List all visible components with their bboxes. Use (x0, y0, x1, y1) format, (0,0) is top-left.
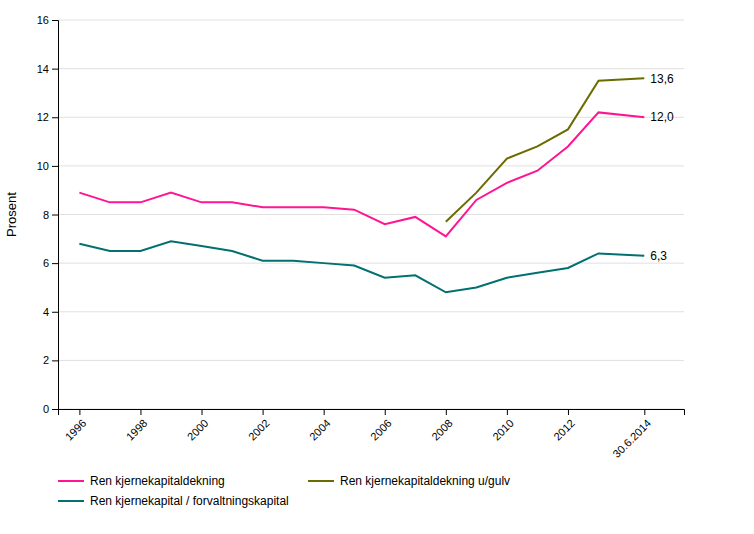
legend-item: Ren kjernekapitaldekning (58, 474, 225, 488)
y-tick: 8 (43, 209, 58, 221)
y-tick: 12 (37, 111, 58, 123)
x-tick-mark (140, 409, 141, 415)
grid-line (58, 117, 684, 118)
data-label: 13,6 (650, 72, 674, 86)
x-tick: 2010 (490, 409, 516, 443)
x-tick: 2006 (368, 409, 394, 443)
y-tick: 0 (43, 403, 58, 415)
x-tick: 1998 (124, 409, 150, 443)
y-tick-mark (52, 263, 58, 264)
grid-line (58, 68, 684, 69)
grid-line (58, 20, 684, 21)
x-tick: 2002 (246, 409, 272, 443)
x-axis: 1996 1998 2000 2002 2004 2006 2008 2010 2012 30.6… (59, 409, 685, 460)
lines (79, 78, 644, 292)
y-tick: 2 (43, 354, 58, 366)
y-tick-mark (52, 166, 58, 167)
legend: Ren kjernekapitaldekning Ren kjernekapita… (58, 474, 510, 508)
y-axis-line (52, 21, 59, 410)
x-tick-label: 1996 (63, 417, 89, 443)
y-tick: 16 (37, 14, 58, 26)
legend-label: Ren kjernekapitaldekning (90, 474, 225, 488)
x-tick-mark (446, 409, 447, 415)
y-tick-label: 14 (37, 63, 49, 75)
y-tick-mark (52, 215, 58, 216)
y-tick-label: 2 (43, 354, 49, 366)
y-tick-mark (52, 69, 58, 70)
x-tick-mark (324, 409, 325, 415)
grid-line (58, 263, 684, 264)
y-tick: 10 (37, 160, 58, 172)
series-line (446, 78, 644, 221)
y-axis: 0 2 4 6 8 10 12 14 16 (37, 14, 59, 415)
grid (58, 20, 684, 409)
y-tick-label: 10 (37, 160, 49, 172)
data-label: 6,3 (650, 249, 667, 263)
y-tick-mark (52, 312, 58, 313)
x-tick: 2000 (185, 409, 211, 443)
y-axis-title: Prosent (4, 192, 19, 237)
data-labels: 12,0 13,6 6,3 (650, 72, 674, 263)
y-tick-label: 12 (37, 111, 49, 123)
grid-line (58, 360, 684, 361)
y-tick-mark (52, 360, 58, 361)
x-tick: 1996 (63, 409, 89, 443)
y-tick-label: 0 (43, 403, 49, 415)
plot: 19961998200020022004200620082010201230.6… (37, 14, 685, 460)
x-tick-mark (644, 409, 645, 415)
y-tick: 6 (43, 257, 58, 269)
legend-label: Ren kjernekapital / forvaltningskapital (90, 494, 289, 508)
y-tick-label: 6 (43, 257, 49, 269)
x-tick-label: 1998 (124, 417, 150, 443)
x-tick-label: 2006 (368, 417, 394, 443)
x-tick-label: 2002 (246, 417, 272, 443)
y-tick-mark (52, 409, 58, 410)
grid-line (58, 311, 684, 312)
x-tick-mark (507, 409, 508, 415)
x-tick-label: 30.6.2014 (610, 417, 653, 460)
legend-swatch (308, 480, 334, 482)
x-axis-line (59, 410, 685, 416)
y-tick-label: 16 (37, 14, 49, 26)
x-tick-mark (202, 409, 203, 415)
data-label: 12,0 (650, 110, 674, 124)
x-tick: 2012 (551, 409, 577, 443)
x-tick-label: 2010 (490, 417, 516, 443)
x-tick-mark (79, 409, 80, 415)
x-tick-mark (263, 409, 264, 415)
grid-line (58, 165, 684, 166)
grid-line (58, 214, 684, 215)
y-tick-label: 4 (43, 306, 49, 318)
legend-swatch (58, 500, 84, 502)
legend-item: Ren kjernekapital / forvaltningskapital (58, 494, 289, 508)
series-line (79, 241, 644, 292)
x-tick-label: 2004 (307, 417, 333, 443)
y-tick-label: 8 (43, 209, 49, 221)
y-tick: 14 (37, 63, 58, 75)
x-tick: 2008 (429, 409, 455, 443)
x-tick: 2004 (307, 409, 333, 443)
y-tick: 4 (43, 306, 58, 318)
x-tick-label: 2012 (551, 417, 577, 443)
legend-item: Ren kjernekapitaldekning u/gulv (308, 474, 510, 488)
x-tick-mark (385, 409, 386, 415)
legend-swatch (58, 480, 84, 482)
x-tick-label: 2000 (185, 417, 211, 443)
legend-label: Ren kjernekapitaldekning u/gulv (340, 474, 510, 488)
chart: 19961998200020022004200620082010201230.6… (0, 0, 754, 534)
x-tick: 30.6.2014 (610, 409, 653, 460)
x-tick-mark (568, 409, 569, 415)
y-tick-mark (52, 20, 58, 21)
x-tick-label: 2008 (429, 417, 455, 443)
series-line (79, 112, 644, 236)
y-tick-mark (52, 117, 58, 118)
